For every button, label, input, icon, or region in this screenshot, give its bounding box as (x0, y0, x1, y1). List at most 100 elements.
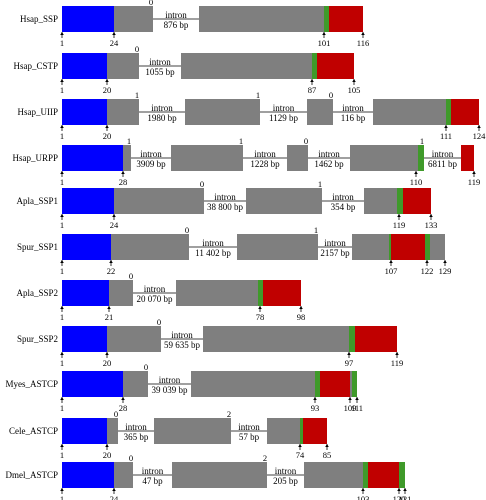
prohormone-block (107, 418, 118, 444)
position-arrow (60, 79, 64, 82)
intron-size-label: 3909 bp (136, 159, 166, 169)
intron-size-label: 1980 bp (147, 113, 177, 123)
position-number: 24 (110, 220, 119, 230)
gene-name-label: Cele_ASTCP (9, 426, 58, 436)
intron-label: intron (214, 192, 236, 202)
position-arrow (107, 306, 111, 309)
prohormone-block (430, 234, 445, 260)
position-number: 129 (439, 266, 452, 276)
intron-phase-label: 1 (314, 225, 318, 235)
position-number: 24 (110, 494, 119, 500)
position-number: 105 (348, 85, 361, 95)
prohormone-block (107, 99, 139, 125)
prohormone-block (111, 234, 189, 260)
gene-name-label: Hsap_URPP (12, 153, 58, 163)
position-number: 111 (440, 131, 452, 141)
prohormone-block (350, 145, 418, 171)
intron-label: intron (151, 103, 173, 113)
position-number: 1 (60, 494, 64, 500)
intron-label: intron (254, 149, 276, 159)
position-number: 22 (107, 266, 116, 276)
intron-label: intron (275, 466, 297, 476)
position-number: 1 (60, 358, 64, 368)
intron-label: intron (125, 422, 147, 432)
intron-phase-label: 0 (185, 225, 189, 235)
signal-peptide-block (62, 280, 109, 306)
intron-phase-label: 2 (263, 453, 267, 463)
position-number: 98 (297, 312, 306, 322)
position-arrow (60, 214, 64, 217)
position-arrow (389, 260, 393, 263)
position-arrow (60, 125, 64, 128)
position-number: 1 (60, 85, 64, 95)
position-number: 85 (323, 450, 332, 460)
intron-label: intron (342, 103, 364, 113)
prohormone-block (114, 188, 204, 214)
position-arrow (310, 79, 314, 82)
cleavage-site-block (418, 145, 423, 171)
intron-label: intron (171, 330, 193, 340)
intron-phase-label: 0 (129, 453, 133, 463)
intron-size-label: 1055 bp (145, 67, 175, 77)
gene-name-label: Spur_SSP1 (17, 242, 58, 252)
position-number: 101 (318, 38, 331, 48)
cleavage-site-block (324, 6, 329, 32)
intron-label: intron (432, 149, 454, 159)
mature-peptide-block (355, 326, 397, 352)
cleavage-site-block (315, 371, 320, 397)
intron-phase-label: 0 (114, 409, 118, 419)
prohormone-block (114, 462, 133, 488)
prohormone-block (123, 371, 148, 397)
position-arrow (472, 171, 476, 174)
mature-peptide-block (317, 53, 354, 79)
signal-peptide-block (62, 462, 114, 488)
intron-size-label: 57 bp (239, 432, 260, 442)
intron-label: intron (149, 57, 171, 67)
position-number: 1 (60, 177, 64, 187)
position-number: 103 (357, 494, 370, 500)
signal-peptide-block (62, 188, 114, 214)
position-number: 97 (345, 358, 354, 368)
cleavage-site-block (312, 53, 317, 79)
cleavage-site-block (352, 371, 357, 397)
position-number: 121 (399, 494, 412, 500)
position-number: 122 (421, 266, 434, 276)
intron-label: intron (273, 103, 295, 113)
prohormone-block (109, 280, 133, 306)
prohormone-block (154, 418, 231, 444)
position-number: 116 (357, 38, 369, 48)
position-number: 21 (105, 312, 114, 322)
intron-label: intron (324, 238, 346, 248)
prohormone-block (199, 6, 324, 32)
position-arrow (325, 444, 329, 447)
gene-name-label: Spur_SSP2 (17, 334, 58, 344)
position-arrow (414, 171, 418, 174)
position-arrow (105, 352, 109, 355)
mature-peptide-block (303, 418, 327, 444)
position-number: 20 (103, 85, 112, 95)
cleavage-site-block (399, 462, 405, 488)
signal-peptide-block (62, 418, 107, 444)
intron-label: intron (159, 375, 181, 385)
cleavage-site-block (446, 99, 451, 125)
intron-phase-label: 1 (420, 136, 424, 146)
prohormone-block (246, 188, 322, 214)
cleavage-site-block (300, 418, 303, 444)
intron-phase-label: 0 (144, 362, 148, 372)
position-arrow (60, 352, 64, 355)
prohormone-block (237, 234, 318, 260)
intron-phase-label: 0 (200, 179, 204, 189)
intron-phase-label: 0 (135, 44, 139, 54)
prohormone-block (373, 99, 446, 125)
intron-phase-label: 1 (256, 90, 260, 100)
prohormone-block (114, 6, 153, 32)
position-number: 119 (393, 220, 405, 230)
prohormone-block (107, 326, 161, 352)
position-arrow (313, 397, 317, 400)
intron-size-label: 2157 bp (320, 248, 350, 258)
cleavage-site-block (423, 145, 424, 171)
position-arrow (361, 488, 365, 491)
intron-phase-label: 1 (135, 90, 139, 100)
position-arrow (444, 125, 448, 128)
signal-peptide-block (62, 326, 107, 352)
